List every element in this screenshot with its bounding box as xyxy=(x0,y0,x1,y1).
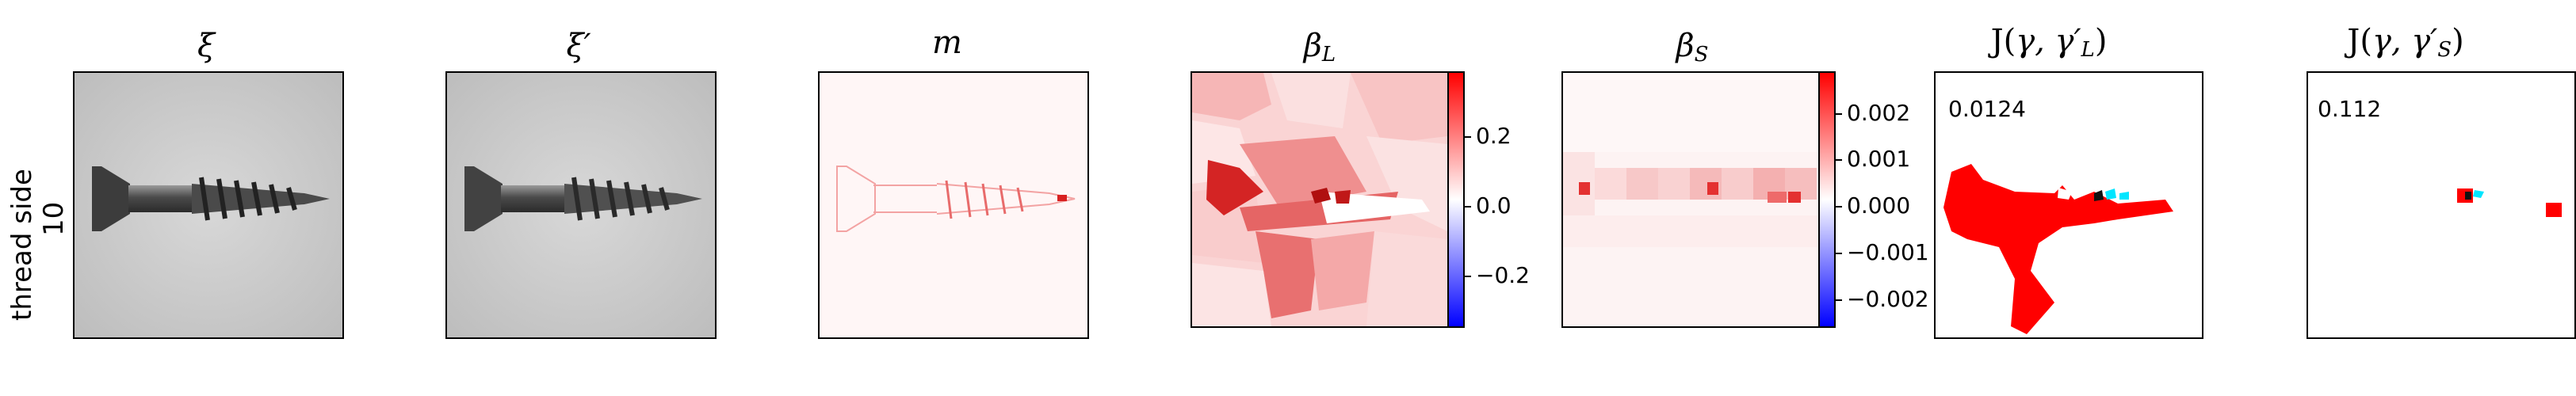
panel-beta-l-heatmap xyxy=(1191,71,1449,328)
colorbar-beta-s-tick xyxy=(1834,113,1842,115)
colorbar-beta-l-tick-label: 0.2 xyxy=(1476,123,1512,149)
colorbar-beta-s-tick xyxy=(1834,206,1842,208)
colorbar-beta-s-tick-label: 0.002 xyxy=(1847,100,1911,126)
colorbar-beta-s-tick-label: −0.002 xyxy=(1847,286,1929,312)
colorbar-beta-s-tick xyxy=(1834,253,1842,254)
beta-l-heatmap xyxy=(1192,73,1447,326)
colorbar-beta-l-tick xyxy=(1463,136,1471,138)
colorbar-beta-l-tick xyxy=(1463,206,1471,208)
colorbar-beta-l-tick-label: −0.2 xyxy=(1476,262,1530,288)
colorbar-beta-s xyxy=(1818,71,1836,328)
j-l-overlap xyxy=(1943,164,2173,334)
row-label-line1: thread side xyxy=(6,169,38,321)
row-label-line2: 10 xyxy=(38,201,70,236)
screw-image-prime xyxy=(447,73,715,337)
colorbar-beta-l-tick xyxy=(1463,276,1471,277)
screw-image xyxy=(75,73,342,337)
panel-beta-s-heatmap xyxy=(1561,71,1820,328)
panel-title-beta-s: βS xyxy=(1676,28,1709,67)
panel-j-s: 0.112 xyxy=(2307,71,2576,339)
beta-s-heatmap xyxy=(1563,73,1818,326)
panel-xi-image xyxy=(73,71,344,339)
colorbar-beta-l xyxy=(1447,71,1465,328)
panel-title-j-s: J(γ, γ′S) xyxy=(2347,23,2464,62)
colorbar-beta-s-tick xyxy=(1834,159,1842,161)
colorbar-beta-s-tick-label: 0.000 xyxy=(1847,192,1911,219)
panel-title-xi: ξ xyxy=(197,28,216,64)
panel-j-l: 0.0124 xyxy=(1934,71,2203,339)
panel-m-mask xyxy=(818,71,1089,339)
panel-title-m: m xyxy=(932,25,962,61)
colorbar-beta-l-tick-label: 0.0 xyxy=(1476,192,1512,219)
colorbar-beta-s-tick-label: −0.001 xyxy=(1847,239,1929,265)
panel-title-beta-l: βL xyxy=(1303,28,1336,67)
mask-image xyxy=(820,73,1087,337)
colorbar-beta-s-tick-label: 0.001 xyxy=(1847,146,1911,172)
panel-title-xi-prime: ξ′ xyxy=(566,28,591,64)
panel-title-j-l: J(γ, γ′L) xyxy=(1990,23,2108,62)
colorbar-beta-s-tick xyxy=(1834,299,1842,301)
score-j-s: 0.112 xyxy=(2318,96,2382,122)
panel-xi-prime-image xyxy=(445,71,717,339)
j-s-overlap xyxy=(2457,188,2562,217)
score-j-l: 0.0124 xyxy=(1948,96,2026,122)
